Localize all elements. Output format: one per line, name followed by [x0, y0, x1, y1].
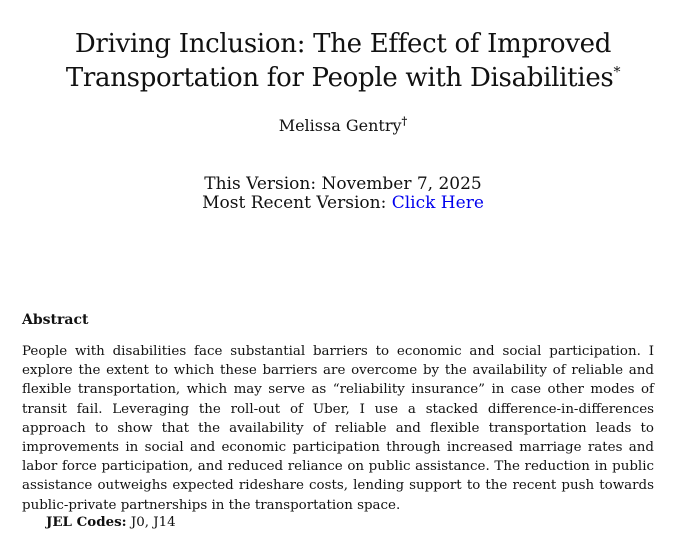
jel-label: JEL Codes: [46, 514, 127, 530]
title-footnote-mark[interactable]: * [613, 64, 621, 81]
this-version: This Version: November 7, 2025 [204, 174, 482, 194]
paper-title: Driving Inclusion: The Effect of Improve… [40, 27, 646, 95]
version-info: This Version: November 7, 2025 Most Rece… [0, 175, 686, 213]
jel-codes: JEL Codes: J0, J14 [46, 513, 176, 532]
click-here-link[interactable]: Click Here [391, 193, 484, 213]
title-line-2: Transportation for People with Disabilit… [65, 63, 614, 93]
author-name: Melissa Gentry [278, 116, 402, 135]
most-recent-version: Most Recent Version: Click Here [0, 194, 686, 213]
abstract-text: People with disabilities face substantia… [22, 344, 654, 513]
jel-values: J0, J14 [130, 515, 176, 530]
author-line: Melissa Gentry† [0, 116, 686, 136]
title-line-1: Driving Inclusion: The Effect of Improve… [74, 29, 612, 59]
author-footnote-mark[interactable]: † [401, 114, 408, 128]
most-recent-label: Most Recent Version: [202, 193, 392, 213]
abstract-heading: Abstract [22, 312, 89, 328]
